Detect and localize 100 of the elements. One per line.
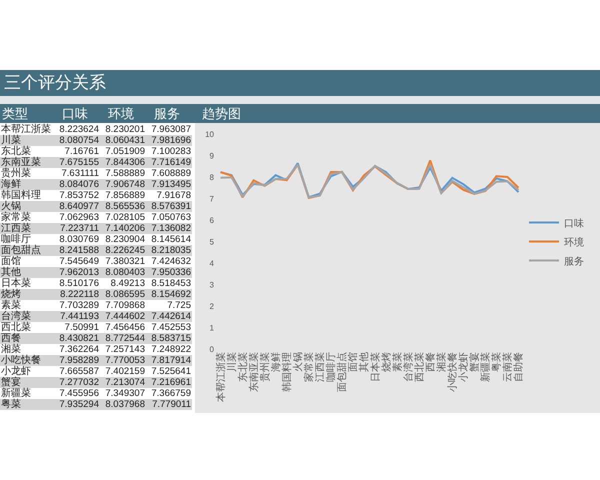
text: 8.037968	[104, 399, 145, 410]
text: 8.49213	[110, 278, 145, 289]
chart-subtitle: 趋势图	[202, 105, 241, 123]
x-tick-label: 西餐	[424, 352, 436, 372]
text: 7.277032	[58, 377, 99, 388]
x-tick-label: 咖啡厅	[325, 352, 338, 382]
text: 7.709868	[104, 300, 145, 311]
x-tick-label: 贵州菜	[258, 352, 271, 382]
text: 8.230904	[104, 234, 145, 245]
text: 8.223624	[58, 124, 99, 135]
y-tick-label: 9	[210, 151, 215, 160]
text: 7.248922	[150, 344, 191, 355]
y-tick-label: 0	[210, 344, 215, 354]
text: 7.817914	[150, 355, 191, 366]
text: 7.588889	[104, 168, 145, 179]
text: 7.050763	[150, 212, 191, 223]
text: 8.510176	[58, 278, 99, 289]
category-label: 新疆菜	[1, 388, 31, 399]
text: 7.958289	[58, 355, 99, 366]
text: 7.136082	[150, 223, 191, 234]
text: 7.062963	[58, 212, 99, 223]
text: 7.779011	[151, 399, 191, 410]
text: 7.50991	[64, 322, 99, 333]
category-label: 东北菜	[1, 146, 31, 157]
x-tick-label: 台湾菜	[402, 352, 414, 382]
legend-label: 口味	[564, 217, 584, 230]
text: 8.030769	[58, 234, 99, 245]
text: 8.060431	[104, 135, 145, 146]
category-label: 面包甜点	[1, 245, 41, 256]
text: 7.716149	[150, 157, 191, 168]
category-label: 韩国料理	[1, 190, 41, 201]
text: 7.853752	[58, 190, 99, 201]
y-tick-label: 6	[210, 216, 215, 225]
category-label: 台湾菜	[1, 311, 31, 322]
text: 7.913495	[150, 179, 191, 190]
category-label: 烧烤	[1, 289, 21, 300]
x-tick-label: 自助餐	[512, 352, 525, 382]
text: 7.608889	[150, 168, 191, 179]
text: 7.770053	[104, 355, 145, 366]
text: 7.91678	[156, 190, 191, 201]
y-tick-label: 1	[210, 323, 215, 332]
text: 7.675155	[58, 157, 99, 168]
text: 7.963087	[150, 124, 191, 135]
x-tick-label: 小吃快餐	[446, 352, 459, 392]
x-tick-label: 粤菜	[490, 352, 503, 372]
text: 7.140206	[104, 223, 145, 234]
category-label: 素菜	[1, 300, 21, 311]
text: 7.442614	[150, 311, 191, 322]
x-tick-label: 西北菜	[413, 352, 426, 382]
x-tick-label: 家常菜	[303, 352, 316, 382]
text: 7.362264	[58, 344, 99, 355]
text: 7.525641	[150, 366, 191, 377]
category-label: 西北菜	[1, 322, 31, 333]
x-tick-label: 湘菜	[435, 352, 448, 372]
text: 8.430821	[58, 333, 99, 344]
text: 三个评分关系	[0, 70, 600, 96]
text: 7.402159	[104, 366, 145, 377]
x-tick-label: 海鲜	[270, 352, 282, 372]
text: 7.545649	[58, 256, 99, 267]
text: 8.218035	[150, 245, 191, 256]
x-tick-label: 川菜	[226, 352, 238, 372]
text: 7.380321	[104, 256, 145, 267]
x-tick-label: 火锅	[292, 352, 304, 372]
category-label: 火锅	[1, 201, 21, 212]
x-tick-label: 本帮江浙菜	[214, 352, 227, 402]
category-label: 湘菜	[1, 344, 21, 355]
text: 7.444602	[104, 311, 145, 322]
category-label: 川菜	[1, 135, 21, 146]
text: 7.844306	[104, 157, 145, 168]
text: 7.051909	[104, 146, 145, 157]
x-tick-label: 东北菜	[236, 352, 249, 382]
text: 7.455956	[58, 388, 99, 399]
x-tick-label: 烧烤	[380, 352, 392, 372]
text: 7.456456	[104, 322, 145, 333]
x-tick-label: 新疆菜	[480, 352, 492, 382]
text: 7.981696	[150, 135, 191, 146]
category-label: 其他	[1, 267, 21, 278]
text: 7.424632	[150, 256, 191, 267]
text: 7.703289	[58, 300, 99, 311]
x-tick-label: 其他	[358, 352, 370, 372]
legend-label: 服务	[564, 255, 584, 268]
category-label: 面馆	[1, 256, 21, 267]
y-tick-label: 7	[210, 194, 215, 204]
text: 7.725	[166, 300, 191, 311]
text: 7.452553	[150, 322, 191, 333]
category-label: 咖啡厅	[1, 234, 31, 245]
text: 7.935294	[58, 399, 99, 410]
text: 类型	[2, 105, 28, 123]
text: 8.583715	[150, 333, 191, 344]
category-label: 家常菜	[1, 212, 31, 223]
text: 8.565536	[104, 201, 145, 212]
text: 8.241588	[58, 245, 99, 256]
text: 7.16761	[64, 146, 99, 157]
x-tick-label: 蟹宴	[468, 352, 481, 372]
x-tick-label: 素菜	[391, 352, 404, 372]
text: 8.086595	[104, 289, 145, 300]
y-tick-label: 4	[210, 258, 215, 268]
category-label: 本帮江浙菜	[1, 124, 51, 135]
text: 7.216961	[150, 377, 191, 388]
text: 7.366759	[150, 388, 191, 399]
